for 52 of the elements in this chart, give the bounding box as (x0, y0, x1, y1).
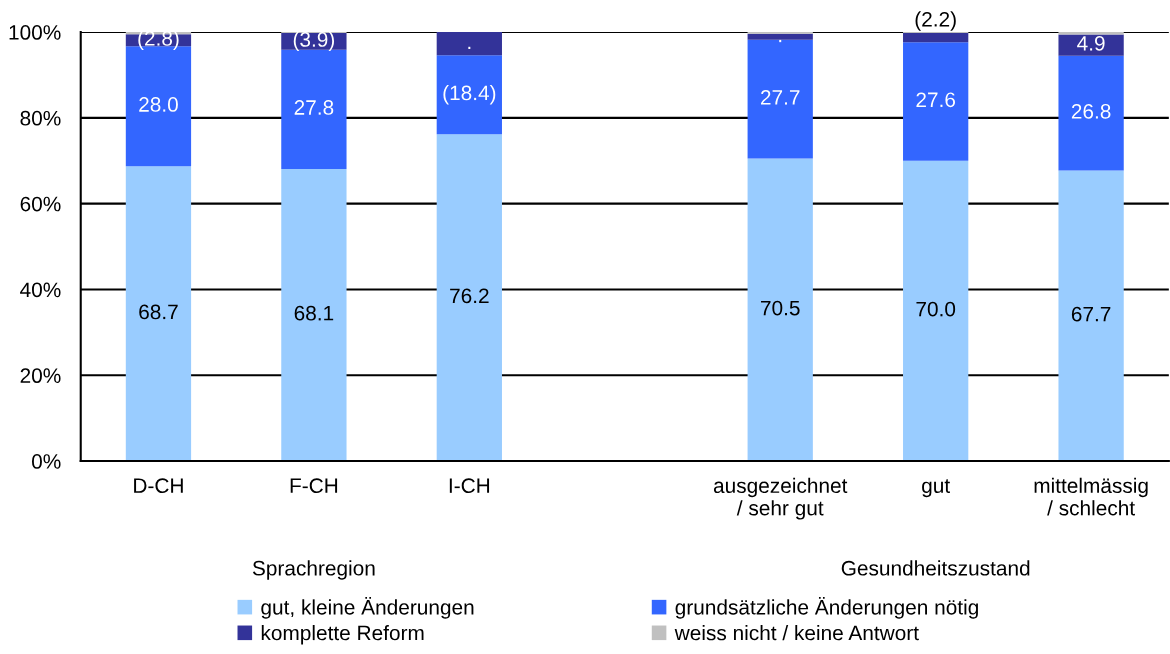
data-label: 68.1 (294, 305, 334, 321)
y-tick-label: 20% (20, 368, 61, 384)
data-label: 70.5 (761, 300, 800, 316)
x-tick-label: F-CH (290, 478, 338, 494)
data-label: (18.4) (443, 84, 496, 105)
bar (747, 33, 813, 40)
text: Gesundheitszustand (841, 560, 1030, 576)
bar (125, 166, 192, 462)
data-label: 76.2 (450, 288, 489, 304)
data-label: 70.0 (916, 301, 956, 317)
data-label: 28.0 (139, 97, 178, 112)
y-tick-label: 100% (9, 25, 61, 40)
bar (436, 55, 502, 135)
y-tick-label: 0% (31, 454, 61, 469)
bar (747, 39, 813, 159)
bar (1058, 32, 1124, 35)
bar (1058, 34, 1124, 56)
bar (747, 158, 813, 462)
y-tick-label: 80% (20, 110, 61, 126)
x-tick-label: mittelmässig / schlecht (1034, 477, 1148, 516)
bar (436, 134, 502, 462)
legend-label: weiss nicht / keine Antwort (674, 625, 919, 641)
bar (281, 32, 347, 50)
bar (1058, 170, 1124, 462)
data-label: . (468, 46, 471, 50)
x-tick-label: D-CH (134, 478, 183, 494)
y-tick-label: 40% (20, 282, 61, 298)
data-label: 27.7 (761, 90, 800, 105)
legend-label: komplette Reform (261, 625, 424, 645)
data-label: 4.9 (1077, 35, 1105, 51)
data-label: 27.6 (916, 92, 956, 108)
bar (903, 42, 969, 161)
x-tick-label: gut (922, 479, 950, 498)
data-label: (3.9) (293, 31, 335, 51)
data-label: 27.8 (294, 100, 334, 115)
legend-label: gut, kleine Änderungen (261, 597, 474, 619)
y-tick-label: 60% (20, 196, 61, 212)
data-label: (2.2) (915, 11, 956, 31)
data-label: 26.8 (1071, 103, 1111, 119)
data-label: 68.7 (139, 304, 178, 320)
data-label: . (779, 39, 782, 43)
bar (1058, 55, 1124, 171)
bar (903, 32, 969, 43)
legend-label: grundsätzliche Änderungen nötig (675, 597, 978, 619)
bar (436, 32, 502, 56)
x-tick-label: ausgezeichnet / sehr gut (713, 477, 848, 520)
bar (281, 49, 347, 169)
x-tick-label: I-CH (449, 478, 490, 494)
text: Sprachregion (252, 560, 375, 580)
data-label: 67.7 (1071, 306, 1111, 322)
bar (903, 160, 969, 462)
bar (281, 168, 347, 462)
